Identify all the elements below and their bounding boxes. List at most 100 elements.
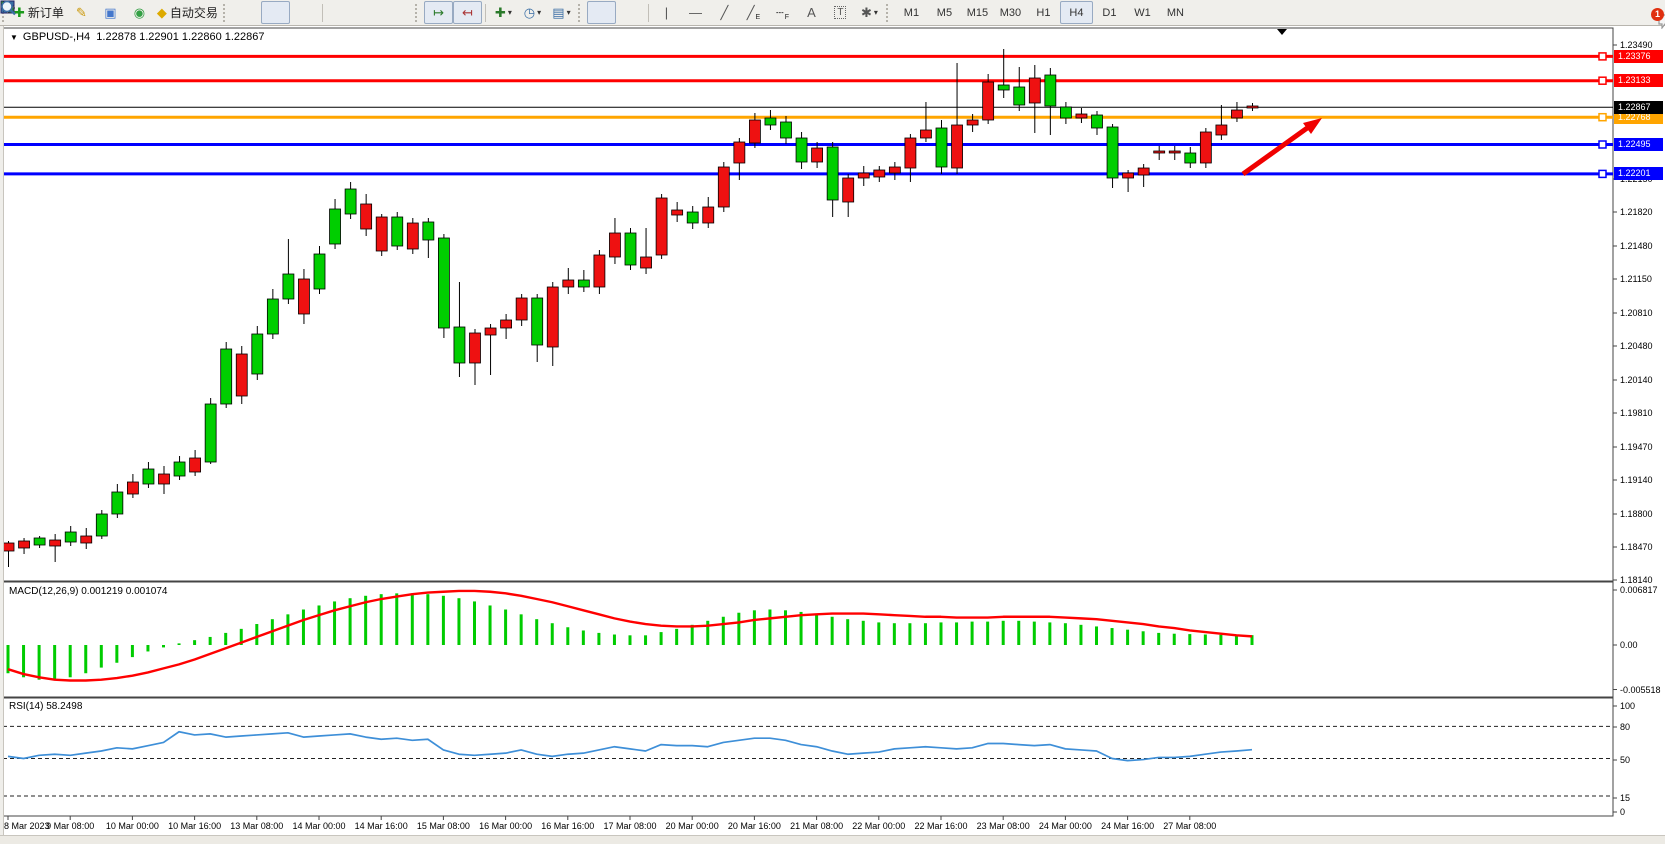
macd-histogram-bar bbox=[923, 623, 927, 645]
candle-body bbox=[49, 539, 62, 547]
window-bottom-strip bbox=[0, 835, 1665, 844]
macd-histogram-bar bbox=[659, 632, 663, 645]
price-tick-label: 1.21480 bbox=[1620, 241, 1653, 251]
toolbar-grip[interactable] bbox=[414, 3, 422, 22]
candle-body bbox=[251, 333, 264, 375]
timeframe-button-w1[interactable]: W1 bbox=[1134, 6, 1151, 19]
toolbar-grip[interactable] bbox=[222, 3, 230, 22]
time-axis-label: 20 Mar 16:00 bbox=[727, 821, 781, 831]
macd-histogram-bar bbox=[1001, 620, 1005, 645]
macd-histogram-bar bbox=[970, 621, 974, 645]
horizontal-line-button[interactable]: — bbox=[681, 1, 710, 24]
candle-body bbox=[842, 177, 855, 203]
fibonacci-icon: ┄ bbox=[775, 5, 784, 20]
cursor-button[interactable] bbox=[3, 1, 616, 24]
signal-button[interactable]: ◉ bbox=[125, 1, 154, 24]
macd-histogram-bar bbox=[519, 614, 523, 645]
candle-body bbox=[235, 353, 248, 397]
rsi-tick-label: 50 bbox=[1620, 755, 1631, 765]
macd-histogram-bar bbox=[892, 623, 896, 645]
price-tick-label: 1.18140 bbox=[1620, 575, 1653, 585]
timeframe-button-mn[interactable]: MN bbox=[1166, 6, 1184, 19]
candle-body bbox=[2, 542, 15, 552]
macd-indicator-label: MACD(12,26,9) 0.001219 0.001074 bbox=[9, 586, 168, 597]
text-label-button[interactable]: T bbox=[826, 1, 855, 24]
auto-trading-button[interactable]: ◆ 自动交易 bbox=[154, 1, 221, 24]
channel-icon: ╱ bbox=[746, 5, 755, 20]
timeframe-button-m30[interactable]: M30 bbox=[999, 6, 1022, 19]
macd-histogram-bar bbox=[84, 645, 88, 674]
macd-histogram-bar bbox=[333, 601, 337, 645]
trendline-icon: ╱ bbox=[720, 5, 729, 20]
candle-body bbox=[1246, 105, 1259, 109]
periods-button[interactable]: ◷ ▾ bbox=[518, 1, 547, 24]
candle-body bbox=[1013, 86, 1026, 106]
macd-histogram-bar bbox=[488, 605, 492, 645]
timeframe-button-m5[interactable]: M5 bbox=[936, 6, 953, 19]
candle-body bbox=[811, 147, 823, 163]
time-axis-label: 16 Mar 00:00 bbox=[479, 821, 533, 831]
shift-chart-left-button[interactable]: ↤ bbox=[452, 1, 482, 24]
candle-body bbox=[671, 209, 684, 216]
candle-body bbox=[826, 146, 839, 201]
candle-body bbox=[484, 327, 497, 336]
shift-left-icon: ↤ bbox=[461, 5, 473, 20]
macd-histogram-bar bbox=[737, 612, 741, 645]
templates-button[interactable]: ▤ ▾ bbox=[547, 1, 576, 24]
candle-body bbox=[173, 461, 186, 477]
equidistant-channel-button[interactable]: ╱ E bbox=[746, 5, 761, 21]
timeframe-button-m15[interactable]: M15 bbox=[966, 6, 989, 19]
macd-histogram-bar bbox=[566, 627, 570, 645]
time-axis-label: 14 Mar 00:00 bbox=[292, 821, 346, 831]
macd-histogram-bar bbox=[286, 614, 290, 645]
toolbar-grip[interactable] bbox=[577, 3, 585, 22]
candle-body bbox=[997, 84, 1010, 91]
timeframe-button-d1[interactable]: D1 bbox=[1102, 6, 1117, 19]
candle-body bbox=[904, 137, 917, 169]
vertical-line-button[interactable]: | bbox=[652, 1, 681, 24]
trend-arrow-head bbox=[1303, 118, 1322, 134]
candle-body bbox=[1060, 106, 1072, 119]
macd-histogram-bar bbox=[1188, 634, 1192, 645]
macd-histogram-bar bbox=[1110, 628, 1114, 645]
macd-histogram-bar bbox=[955, 622, 959, 645]
text-button[interactable]: A bbox=[797, 1, 826, 24]
rsi-tick-label: 0 bbox=[1620, 807, 1626, 817]
toolbar: ✚ 新订单 ✎ ▣ ◉ ◆ 自动交易 bbox=[0, 0, 1665, 29]
trendline-button[interactable]: ╱ bbox=[710, 1, 739, 24]
shift-chart-end-button[interactable]: ↦ bbox=[423, 1, 453, 24]
new-order-button[interactable]: ✚ 新订单 bbox=[11, 1, 67, 24]
price-tick-label: 1.20140 bbox=[1620, 375, 1653, 385]
price-tick-label: 1.19810 bbox=[1620, 408, 1653, 418]
macd-histogram-bar bbox=[628, 635, 632, 645]
candle-body bbox=[500, 319, 513, 329]
candle-body bbox=[422, 221, 435, 241]
candle-body bbox=[1075, 113, 1088, 119]
highlighter-button[interactable]: ✎ bbox=[67, 1, 96, 24]
macd-histogram-bar bbox=[473, 601, 476, 645]
search-icon[interactable] bbox=[0, 0, 17, 16]
macd-histogram-bar bbox=[1250, 635, 1254, 645]
macd-tick-label: -0.005518 bbox=[1620, 684, 1661, 695]
terminal-button[interactable]: ▣ bbox=[96, 1, 125, 24]
timeframe-button-h4[interactable]: H4 bbox=[1059, 1, 1093, 24]
toolbar-grip[interactable] bbox=[885, 3, 893, 22]
fibonacci-button[interactable]: ┄ F bbox=[775, 5, 789, 21]
level-price-badge: 1.23376 bbox=[1614, 49, 1663, 63]
macd-histogram-bar bbox=[597, 632, 601, 645]
macd-histogram-bar bbox=[208, 636, 212, 645]
candle-body bbox=[33, 537, 46, 546]
macd-histogram-bar bbox=[784, 610, 787, 645]
timeframe-button-m1[interactable]: M1 bbox=[903, 6, 920, 19]
one-click-caret-icon[interactable]: ▼ bbox=[10, 33, 18, 42]
new-chart-button[interactable]: ✚ ▾ bbox=[489, 1, 518, 24]
macd-histogram-bar bbox=[877, 622, 881, 645]
candle-body bbox=[749, 119, 761, 144]
dropdown-caret-icon: ▾ bbox=[566, 8, 571, 17]
timeframe-button-h1[interactable]: H1 bbox=[1036, 6, 1051, 19]
macd-histogram-bar bbox=[504, 609, 508, 645]
macd-tick-label: 0.00 bbox=[1620, 640, 1638, 650]
level-line-handle bbox=[1598, 169, 1607, 179]
arrows-button[interactable]: ✱ ▾ bbox=[855, 1, 884, 24]
